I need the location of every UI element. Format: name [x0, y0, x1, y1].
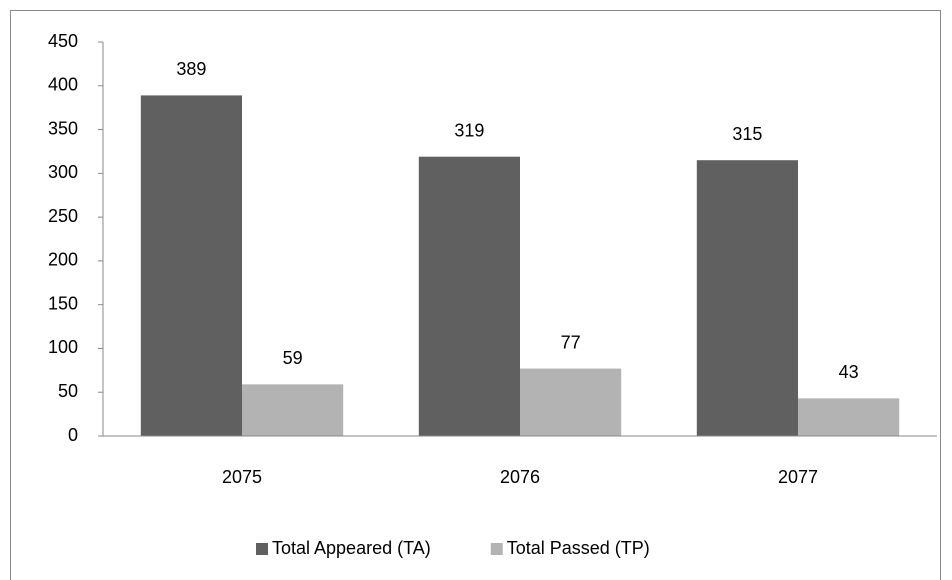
y-tick-label: 350: [48, 118, 78, 138]
y-tick-label: 50: [58, 381, 78, 401]
legend-swatch: [256, 543, 268, 555]
legend-label: Total Passed (TP): [507, 538, 650, 558]
data-label: 315: [732, 124, 762, 144]
y-tick-label: 300: [48, 162, 78, 182]
x-tick-label: 2075: [222, 467, 262, 487]
y-tick-label: 150: [48, 293, 78, 313]
y-tick-label: 400: [48, 75, 78, 95]
y-tick-label: 100: [48, 337, 78, 357]
bar: [798, 398, 900, 436]
y-tick-label: 250: [48, 206, 78, 226]
bar: [140, 95, 242, 437]
x-tick-label: 2076: [500, 467, 540, 487]
data-label: 319: [454, 120, 484, 140]
data-label: 77: [561, 332, 581, 352]
y-tick-label: 200: [48, 250, 78, 270]
bar: [242, 384, 344, 436]
y-tick-label: 450: [48, 31, 78, 51]
x-tick-label: 2077: [778, 467, 818, 487]
data-label: 59: [283, 348, 303, 368]
bar: [418, 156, 520, 436]
legend-label: Total Appeared (TA): [272, 538, 431, 558]
y-tick-label: 0: [68, 425, 78, 445]
legend-swatch: [490, 543, 503, 555]
data-label: 389: [176, 59, 206, 79]
bar: [520, 368, 622, 436]
bar: [696, 160, 798, 436]
data-label: 43: [839, 362, 859, 382]
